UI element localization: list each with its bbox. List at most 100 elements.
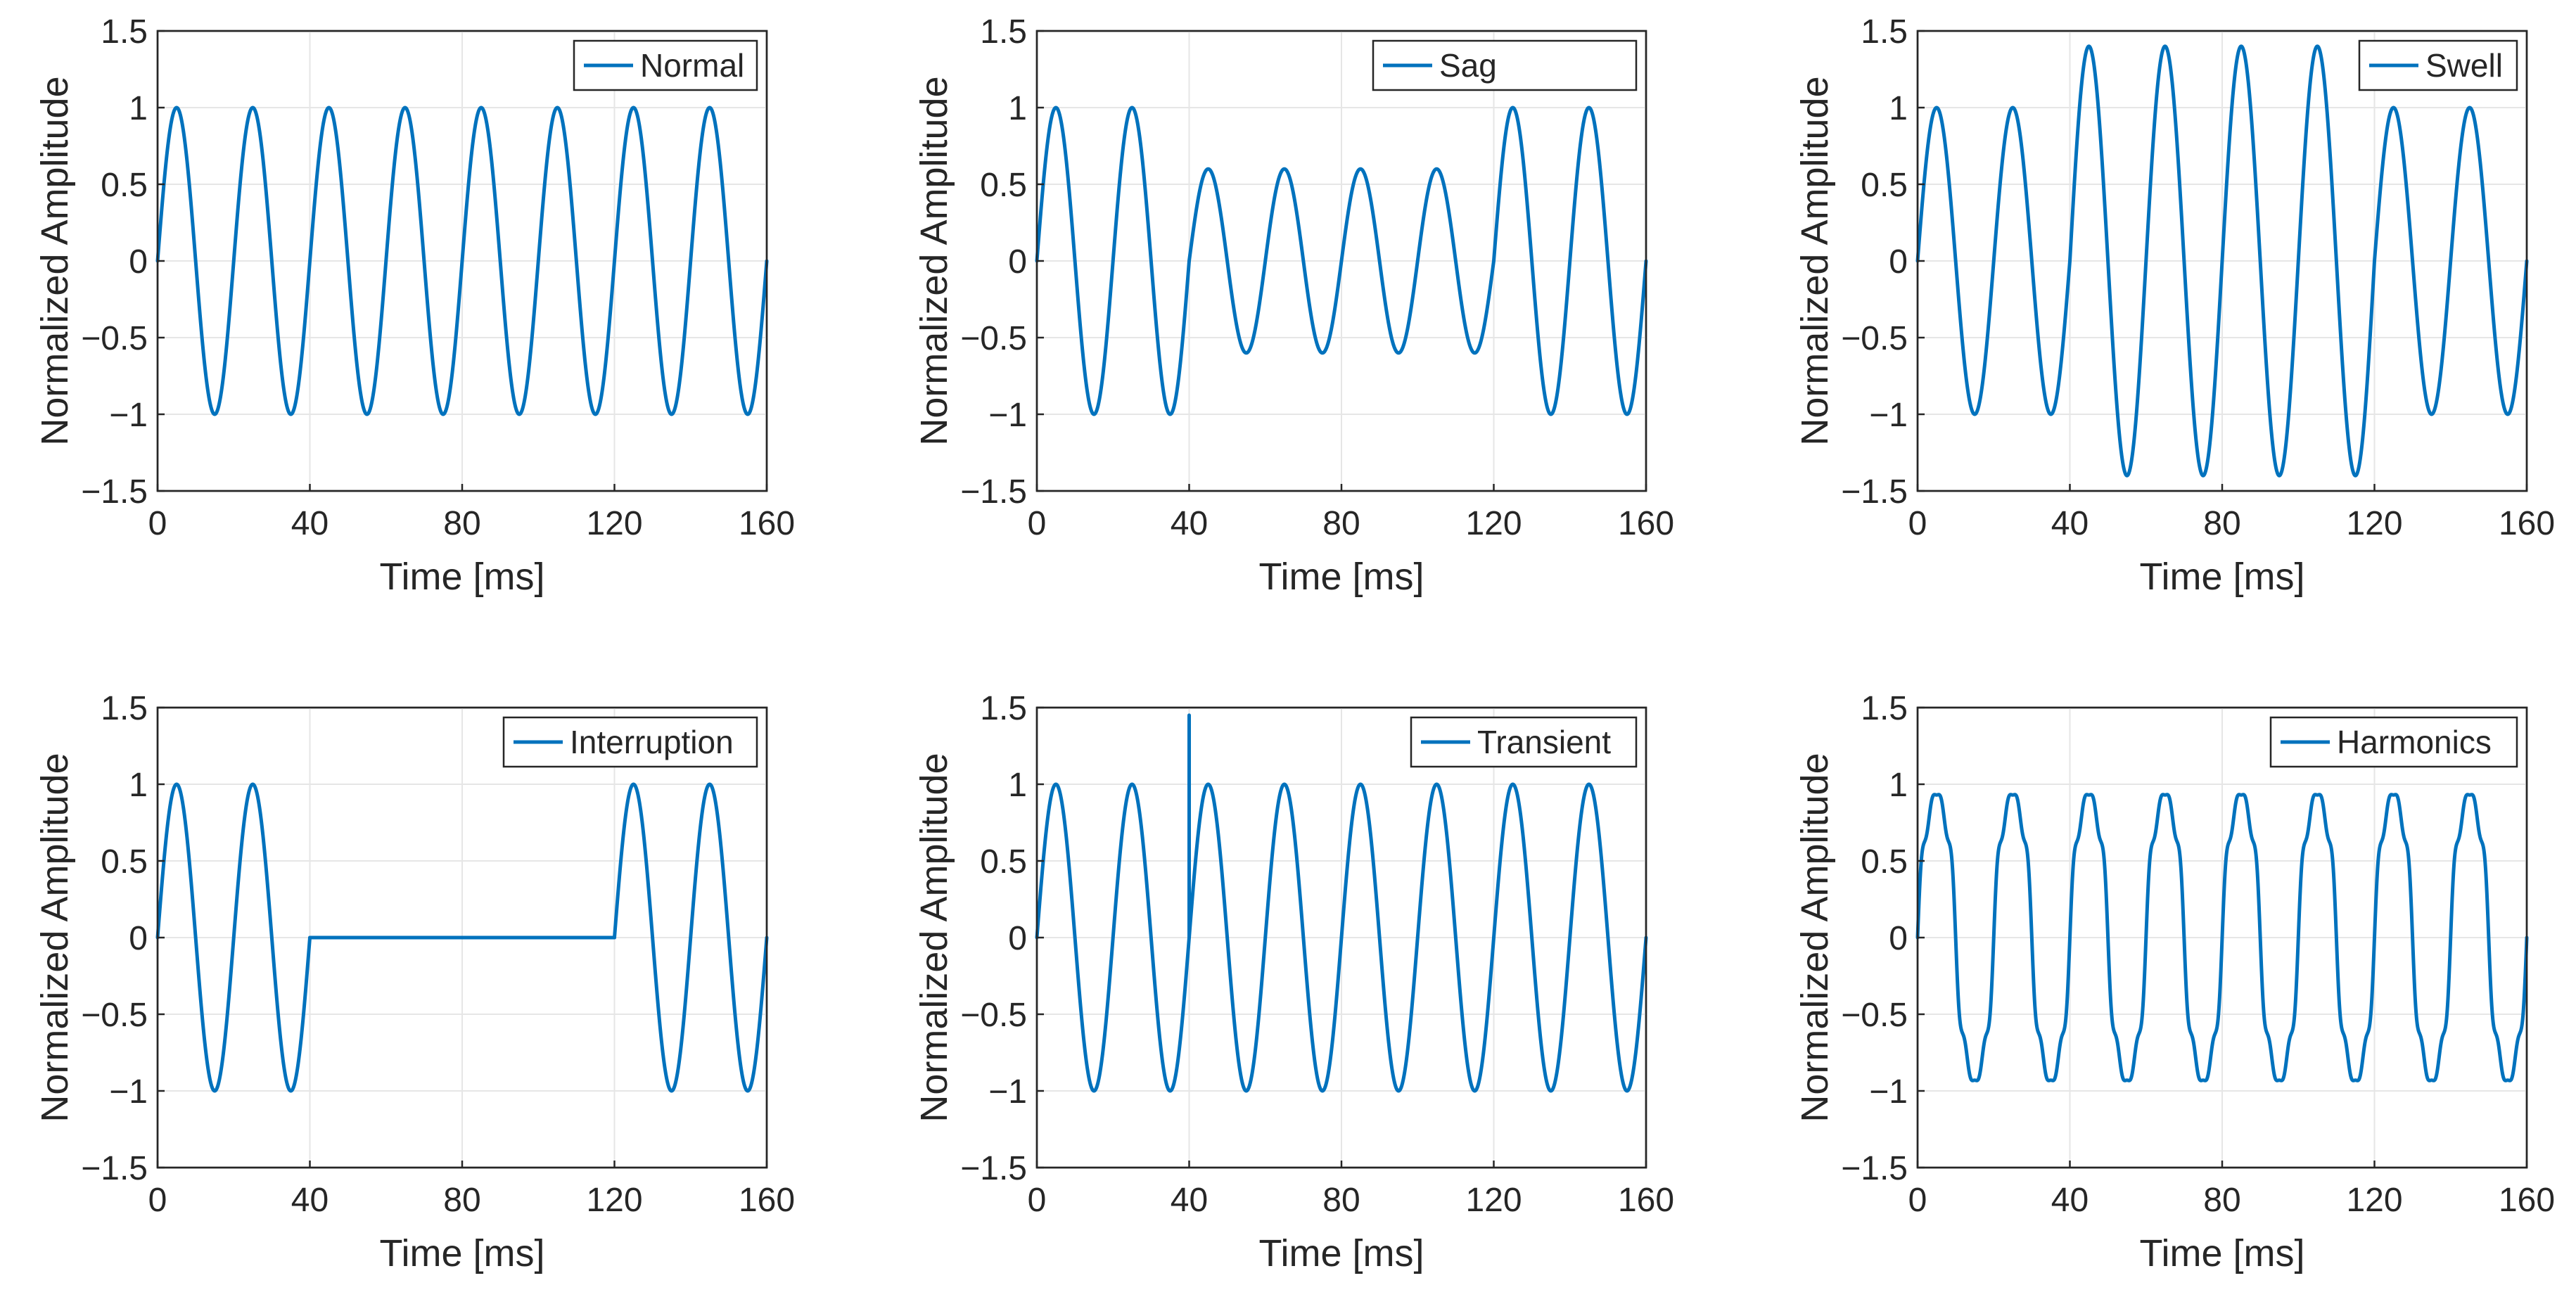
y-tick-label: −1 — [109, 397, 148, 434]
y-tick-label: −1.5 — [81, 1150, 148, 1187]
y-tick-label: −0.5 — [81, 320, 148, 357]
y-tick-label: 1 — [129, 90, 148, 127]
y-tick-label: 0.5 — [101, 167, 148, 204]
y-tick-label: −1 — [1869, 1073, 1908, 1111]
x-tick-label: 120 — [586, 505, 642, 542]
series-line-harmonics — [1915, 793, 2529, 1082]
x-tick-label: 160 — [739, 1182, 795, 1219]
x-tick-label: 0 — [1908, 1182, 1927, 1219]
y-tick-label: 1 — [1889, 767, 1908, 804]
x-tick-label: 80 — [1322, 505, 1360, 542]
y-tick-label: −0.5 — [81, 997, 148, 1034]
x-tick-label: 0 — [1028, 1182, 1047, 1219]
y-tick-label: 1 — [1889, 90, 1908, 127]
chart-panel-2: 0 40 80 120 160 1.5 1 0.5 0 −0.5 −1 −1.5 Time [ms] No… — [913, 13, 1674, 598]
x-tick-label: 80 — [2203, 1182, 2240, 1219]
chart-panel-5: 0 40 80 120 160 1.5 1 0.5 0 −0.5 −1 −1.5 Time [ms] No… — [913, 690, 1674, 1274]
series-line-sag — [1035, 106, 1648, 416]
y-tick-label: −1.5 — [81, 473, 148, 511]
x-tick-label: 120 — [586, 1182, 642, 1219]
x-tick-label: 120 — [1465, 1182, 1522, 1219]
x-axis-label: Time [ms] — [1259, 1232, 1424, 1274]
legend-label: Transient — [1477, 724, 1611, 760]
y-tick-label: 1.5 — [1861, 690, 1908, 727]
y-axis-label: Normalized Amplitude — [913, 76, 955, 445]
legend-label: Normal — [640, 47, 744, 84]
x-tick-label: 40 — [2051, 505, 2089, 542]
x-axis-label: Time [ms] — [380, 556, 545, 598]
chart-panel-6: 0 40 80 120 160 1.5 1 0.5 0 −0.5 −1 −1.5 Time [ms] No… — [1794, 690, 2555, 1274]
legend-label: Harmonics — [2337, 724, 2492, 760]
y-tick-label: 0.5 — [980, 843, 1027, 881]
y-tick-label: −1.5 — [1841, 1150, 1908, 1187]
legend: Sag — [1372, 39, 1638, 91]
x-tick-label: 40 — [2051, 1182, 2089, 1219]
y-tick-label: 0 — [1008, 243, 1027, 281]
x-tick-label: 0 — [1028, 505, 1047, 542]
x-axis-label: Time [ms] — [2140, 556, 2305, 598]
y-tick-label: 1.5 — [1861, 13, 1908, 51]
y-axis-label: Normalized Amplitude — [34, 76, 76, 445]
x-axis-label: Time [ms] — [1259, 556, 1424, 598]
legend: Harmonics — [2269, 716, 2518, 768]
x-tick-label: 160 — [1618, 505, 1674, 542]
y-axis-label: Normalized Amplitude — [1794, 76, 1836, 445]
x-axis-label: Time [ms] — [380, 1232, 545, 1274]
x-tick-label: 40 — [291, 1182, 329, 1219]
y-tick-label: −1 — [1869, 397, 1908, 434]
y-tick-label: 0.5 — [101, 843, 148, 881]
x-tick-label: 0 — [1908, 505, 1927, 542]
y-tick-label: 1 — [1008, 767, 1027, 804]
x-tick-label: 120 — [1465, 505, 1522, 542]
y-tick-label: 0 — [1889, 243, 1908, 281]
y-tick-label: 0 — [129, 920, 148, 957]
y-axis-label: Normalized Amplitude — [34, 753, 76, 1122]
y-tick-label: 1.5 — [980, 690, 1027, 727]
y-tick-label: 1.5 — [980, 13, 1027, 51]
series-line-normal — [155, 106, 769, 416]
x-tick-label: 80 — [1322, 1182, 1360, 1219]
x-tick-label: 120 — [2346, 505, 2402, 542]
legend: Transient — [1410, 716, 1638, 768]
x-tick-label: 80 — [2203, 505, 2240, 542]
legend: Swell — [2358, 39, 2518, 91]
legend-label: Sag — [1439, 47, 1497, 84]
y-tick-label: 0.5 — [1861, 843, 1908, 881]
x-tick-label: 40 — [1171, 1182, 1208, 1219]
y-tick-label: 0 — [129, 243, 148, 281]
x-tick-label: 160 — [1618, 1182, 1674, 1219]
y-tick-label: 0 — [1008, 920, 1027, 957]
chart-panel-4: 0 40 80 120 160 1.5 1 0.5 0 −0.5 −1 −1.5 Time [ms] No… — [34, 690, 795, 1274]
y-tick-label: 0.5 — [1861, 167, 1908, 204]
x-axis-label: Time [ms] — [2140, 1232, 2305, 1274]
series-line-interruption — [155, 782, 769, 1093]
y-tick-label: 1.5 — [101, 13, 148, 51]
y-tick-label: 1 — [1008, 90, 1027, 127]
x-tick-label: 80 — [443, 505, 480, 542]
legend-label: Swell — [2425, 47, 2503, 84]
y-tick-label: −0.5 — [960, 320, 1027, 357]
y-tick-label: −0.5 — [1841, 997, 1908, 1034]
y-tick-label: 0 — [1889, 920, 1908, 957]
y-tick-label: −1.5 — [960, 473, 1027, 511]
chart-panel-3: 0 40 80 120 160 1.5 1 0.5 0 −0.5 −1 −1.5 Time [ms] No… — [1794, 13, 2555, 598]
x-tick-label: 0 — [148, 505, 167, 542]
x-tick-label: 0 — [148, 1182, 167, 1219]
y-tick-label: 1.5 — [101, 690, 148, 727]
legend: Interruption — [502, 716, 758, 768]
legend: Normal — [573, 39, 758, 91]
y-tick-label: −1 — [988, 1073, 1027, 1111]
x-tick-label: 160 — [2499, 505, 2555, 542]
series-line-swell — [1915, 44, 2529, 478]
y-tick-label: −1.5 — [1841, 473, 1908, 511]
y-tick-label: −1 — [109, 1073, 148, 1111]
x-tick-label: 80 — [443, 1182, 480, 1219]
y-tick-label: 0.5 — [980, 167, 1027, 204]
y-tick-label: −0.5 — [1841, 320, 1908, 357]
y-tick-label: −1 — [988, 397, 1027, 434]
x-tick-label: 40 — [291, 505, 329, 542]
x-tick-label: 40 — [1171, 505, 1208, 542]
chart-panel-1: 0 40 80 120 160 1.5 1 0.5 0 −0.5 −1 −1.5 Time [ms] No… — [34, 13, 795, 598]
x-tick-label: 160 — [739, 505, 795, 542]
